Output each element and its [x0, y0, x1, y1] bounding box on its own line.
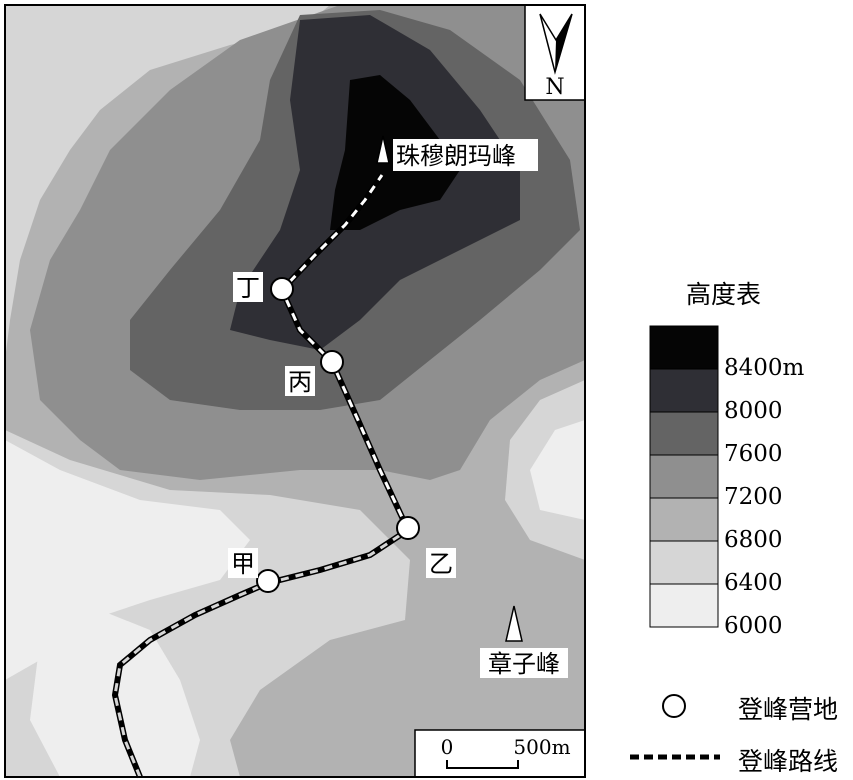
band-6000-west [5, 440, 250, 680]
band-6400-west [5, 5, 330, 360]
legend-swatch-6400 [649, 540, 719, 585]
camp-yi-label: 乙 [429, 550, 453, 578]
everest-label: 珠穆朗玛峰 [396, 142, 516, 170]
legend-camp-label: 登峰营地 [738, 695, 839, 724]
elevation-legend-swatches [649, 325, 719, 628]
legend-swatch-7200 [649, 454, 719, 499]
everest-peak-icon [376, 135, 390, 164]
camp-ding-label-bg [233, 272, 263, 302]
legend-tick-8000: 8000 [724, 398, 783, 424]
camp-yi-label-bg [426, 548, 456, 578]
scale-zero-label: 0 [441, 735, 454, 759]
legend-tick-6000: 6000 [724, 613, 783, 639]
north-arrow-shade [555, 14, 572, 72]
scale-bar [446, 760, 519, 769]
camp-bing-label: 丙 [288, 368, 312, 396]
legend-swatch-8000 [649, 368, 719, 413]
legend-swatch-8400 [649, 325, 719, 370]
camp-bing-label-bg [285, 366, 315, 396]
camp-jia-label-bg [228, 548, 258, 578]
everest-label-bg [393, 139, 538, 171]
legend-tick-7600: 7600 [724, 441, 783, 467]
legend-tick-6800: 6800 [724, 527, 783, 553]
camp-jia-marker [256, 569, 280, 593]
legend-swatch-7600 [649, 411, 719, 456]
changtse-label: 章子峰 [488, 650, 560, 678]
legend-swatch-6000 [649, 583, 719, 628]
legend-swatch-6800 [649, 497, 719, 542]
camp-bing-marker [320, 350, 344, 374]
map-frame [4, 4, 586, 778]
changtse-label-bg [480, 648, 568, 678]
legend-tick-8400: 8400m [724, 355, 805, 381]
band-6000-east [530, 420, 585, 520]
legend-tick-7200: 7200 [724, 484, 783, 510]
route-upper-dashes [280, 174, 410, 531]
camp-ding-label: 丁 [236, 274, 260, 302]
camp-ding-marker [270, 277, 294, 301]
camp-jia-label: 甲 [231, 550, 255, 578]
north-label: N [545, 75, 564, 100]
camp-yi-marker [396, 516, 420, 540]
legend-tick-6400: 6400 [724, 570, 783, 596]
scale-distance-label: 500m [513, 735, 570, 759]
changtse-peak-icon [505, 605, 523, 642]
legend-camp-symbol [662, 694, 686, 718]
legend-route-label: 登峰路线 [738, 747, 839, 776]
legend-title: 高度表 [686, 280, 762, 309]
